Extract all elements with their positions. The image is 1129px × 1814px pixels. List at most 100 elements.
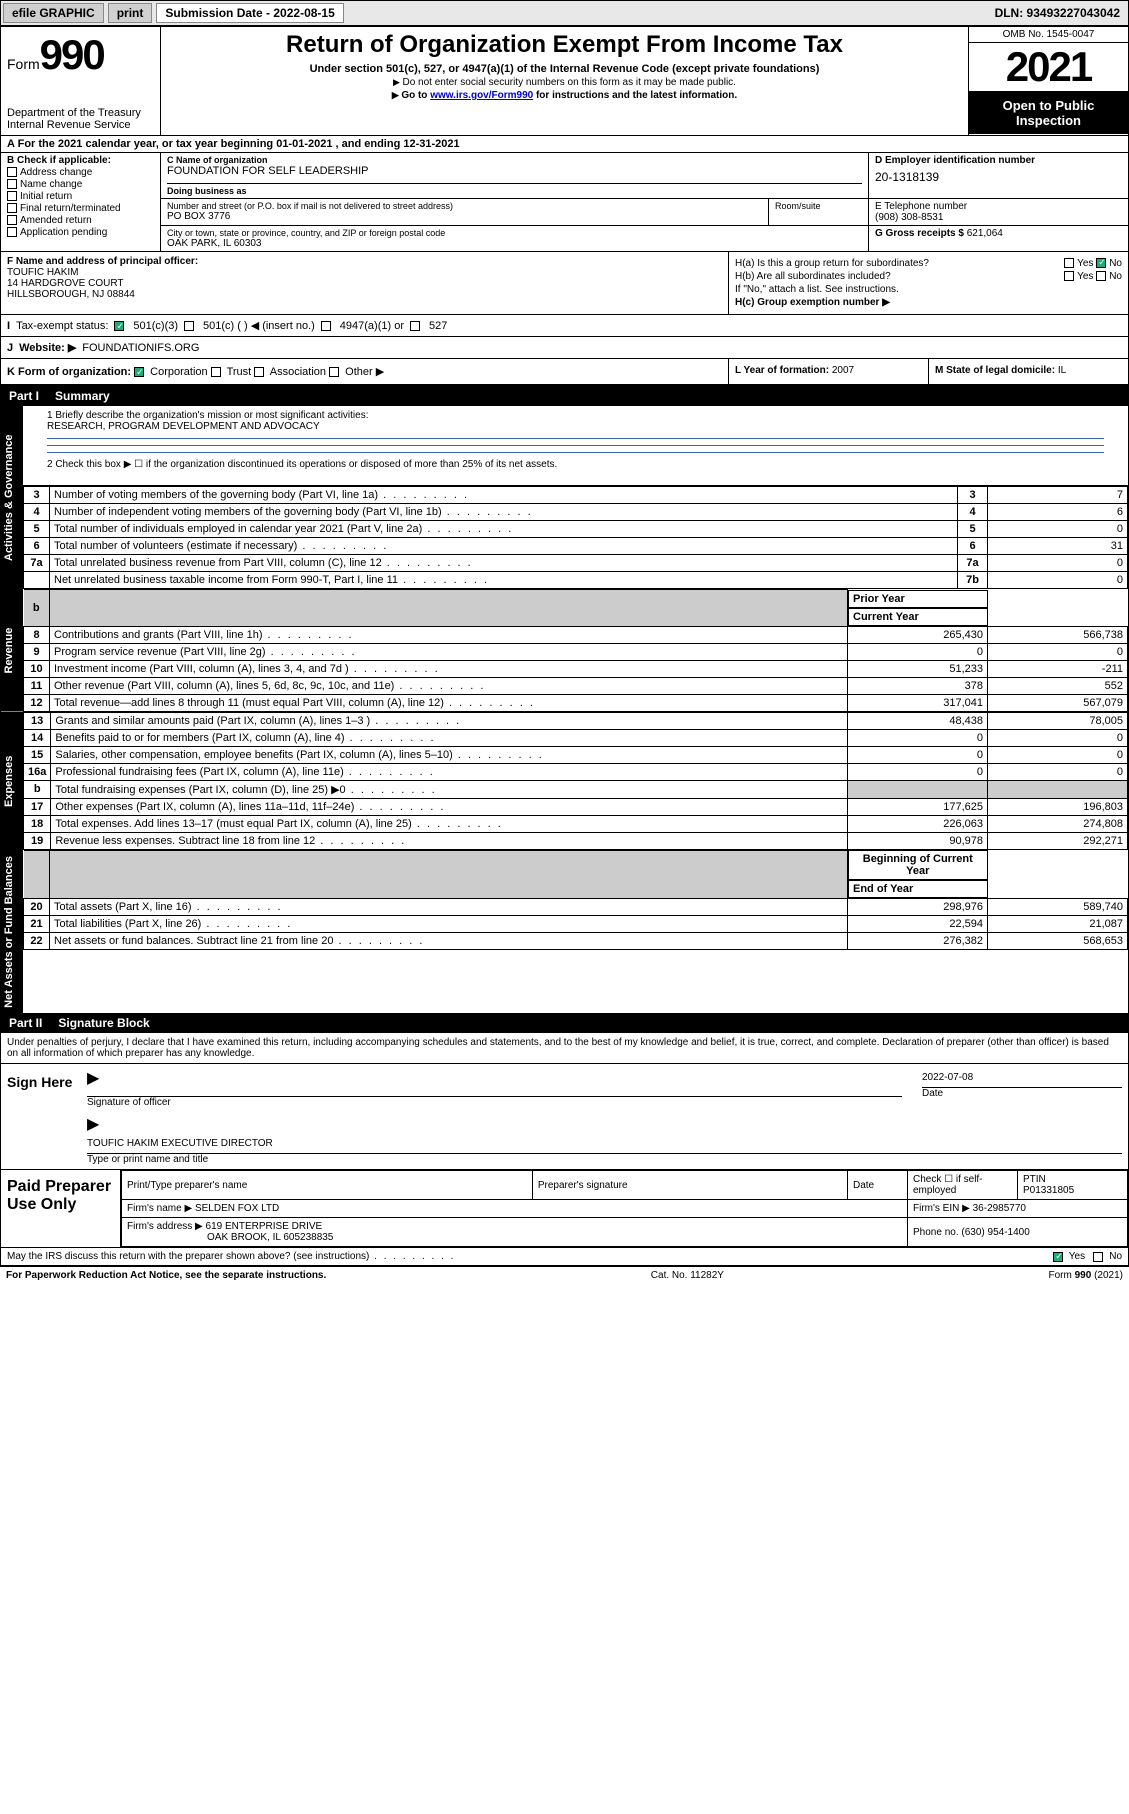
table-row: 15Salaries, other compensation, employee… xyxy=(24,746,1128,763)
irs-link[interactable]: www.irs.gov/Form990 xyxy=(430,90,533,101)
identity-block: B Check if applicable: Address change Na… xyxy=(1,153,1128,252)
h-b-note: If "No," attach a list. See instructions… xyxy=(735,284,1122,295)
chk-501c[interactable] xyxy=(184,321,194,331)
prep-name-hdr: Print/Type preparer's name xyxy=(122,1171,533,1200)
table-row: 18Total expenses. Add lines 13–17 (must … xyxy=(24,815,1128,832)
city-value: OAK PARK, IL 60303 xyxy=(167,238,862,249)
hdr-prior: Prior Year xyxy=(848,590,988,608)
hdr-begin: Beginning of Current Year xyxy=(848,850,988,880)
chk-final-return[interactable]: Final return/terminated xyxy=(7,203,154,214)
preparer-table: Print/Type preparer's name Preparer's si… xyxy=(121,1170,1128,1247)
chk-name-change[interactable]: Name change xyxy=(7,179,154,190)
box-e: E Telephone number (908) 308-8531 xyxy=(868,199,1128,225)
part1-title: Summary xyxy=(55,389,110,403)
sign-here-label: Sign Here xyxy=(1,1064,81,1169)
line-k: K Form of organization: Corporation Trus… xyxy=(1,359,728,384)
two-col-header: b Prior Year Current Year xyxy=(24,590,1128,627)
page-footer: For Paperwork Reduction Act Notice, see … xyxy=(0,1267,1129,1284)
org-name: FOUNDATION FOR SELF LEADERSHIP xyxy=(167,165,862,177)
table-row: 14Benefits paid to or for members (Part … xyxy=(24,729,1128,746)
line-l: L Year of formation: 2007 xyxy=(728,359,928,384)
l-value: 2007 xyxy=(832,365,854,376)
mission-block: 1 Briefly describe the organization's mi… xyxy=(23,406,1128,486)
chk-other[interactable] xyxy=(329,367,339,377)
table-row: 10Investment income (Part VIII, column (… xyxy=(24,660,1128,677)
box-b-title: B Check if applicable: xyxy=(7,155,154,166)
sign-here-row: Sign Here ▶ Signature of officer 2022-07… xyxy=(1,1064,1128,1170)
chk-application-pending[interactable]: Application pending xyxy=(7,227,154,238)
goto-post: for instructions and the latest informat… xyxy=(533,90,737,101)
form-header: Form990 Department of the Treasury Inter… xyxy=(1,27,1128,136)
table-row: bTotal fundraising expenses (Part IX, co… xyxy=(24,780,1128,798)
l-label: L Year of formation: xyxy=(735,365,829,376)
officer-signature-line[interactable] xyxy=(87,1088,902,1097)
officer-h-block: F Name and address of principal officer:… xyxy=(1,252,1128,315)
omb-number: OMB No. 1545-0047 xyxy=(969,27,1128,43)
may-discuss-row: May the IRS discuss this return with the… xyxy=(1,1248,1128,1266)
chk-4947[interactable] xyxy=(321,321,331,331)
open-inspection: Open to Public Inspection xyxy=(969,92,1128,134)
table-row: 9Program service revenue (Part VIII, lin… xyxy=(24,643,1128,660)
goto-pre: Go to xyxy=(401,90,430,101)
chk-501c3[interactable] xyxy=(114,321,124,331)
tab-netassets: Net Assets or Fund Balances xyxy=(1,850,23,1014)
h-b: H(b) Are all subordinates included? Yes … xyxy=(735,271,1122,282)
na-header: Beginning of Current Year End of Year xyxy=(24,850,1128,899)
phone-label: E Telephone number xyxy=(875,201,1122,212)
chk-527[interactable] xyxy=(410,321,420,331)
table-row: 13Grants and similar amounts paid (Part … xyxy=(24,712,1128,729)
header-mid: Return of Organization Exempt From Incom… xyxy=(161,27,968,135)
typed-label: Type or print name and title xyxy=(87,1154,1122,1165)
hdr-end: End of Year xyxy=(848,880,988,898)
mission-q: 1 Briefly describe the organization's mi… xyxy=(47,410,1104,421)
box-h: H(a) Is this a group return for subordin… xyxy=(728,252,1128,314)
expenses-table: 13Grants and similar amounts paid (Part … xyxy=(23,712,1128,850)
opt-501c: 501(c) ( ) ◀ (insert no.) xyxy=(203,319,315,332)
line-m: M State of legal domicile: IL xyxy=(928,359,1128,384)
chk-corporation[interactable] xyxy=(134,367,144,377)
table-row: 16aProfessional fundraising fees (Part I… xyxy=(24,763,1128,780)
summary-netassets: Net Assets or Fund Balances Beginning of… xyxy=(1,850,1128,1014)
prep-ptin-hdr: PTIN P01331805 xyxy=(1018,1171,1128,1200)
street-label: Number and street (or P.O. box if mail i… xyxy=(167,201,762,211)
form-word: Form xyxy=(7,56,40,72)
hdr-current: Current Year xyxy=(848,608,988,626)
sig-date-label: Date xyxy=(922,1088,1122,1099)
dba-label: Doing business as xyxy=(167,186,862,196)
firm-addr-cell: Firm's address ▶ 619 ENTERPRISE DRIVE OA… xyxy=(122,1218,908,1247)
m-label: M State of legal domicile: xyxy=(935,365,1055,376)
subtitle-1: Under section 501(c), 527, or 4947(a)(1)… xyxy=(169,63,960,75)
table-row: 4Number of independent voting members of… xyxy=(24,504,1128,521)
form-ref: Form 990 (2021) xyxy=(1049,1270,1124,1281)
chk-initial-return[interactable]: Initial return xyxy=(7,191,154,202)
website-label: Website: ▶ xyxy=(19,341,76,354)
netassets-table: Beginning of Current Year End of Year 20… xyxy=(23,850,1128,951)
chk-amended-return[interactable]: Amended return xyxy=(7,215,154,226)
city-label: City or town, state or province, country… xyxy=(167,228,862,238)
print-button[interactable]: print xyxy=(108,3,153,23)
part2-header: Part II Signature Block xyxy=(1,1013,1128,1033)
firm-phone: (630) 954-1400 xyxy=(961,1227,1029,1238)
box-b: B Check if applicable: Address change Na… xyxy=(1,153,161,251)
preparer-block: Paid Preparer Use Only Print/Type prepar… xyxy=(1,1170,1128,1248)
chk-association[interactable] xyxy=(254,367,264,377)
part1-header: Part I Summary xyxy=(1,386,1128,406)
sig-officer-label: Signature of officer xyxy=(87,1097,902,1108)
k-label: K Form of organization: xyxy=(7,366,131,378)
table-row: 21Total liabilities (Part X, line 26)22,… xyxy=(24,916,1128,933)
opt-501c3: 501(c)(3) xyxy=(133,320,178,332)
opt-other: Other ▶ xyxy=(345,366,384,378)
chk-address-change[interactable]: Address change xyxy=(7,167,154,178)
line-2: 2 Check this box ▶ ☐ if the organization… xyxy=(47,459,1104,470)
chk-trust[interactable] xyxy=(211,367,221,377)
table-row: 5Total number of individuals employed in… xyxy=(24,521,1128,538)
form-title: Return of Organization Exempt From Incom… xyxy=(169,31,960,59)
preparer-label: Paid Preparer Use Only xyxy=(1,1170,121,1247)
table-row: 19Revenue less expenses. Subtract line 1… xyxy=(24,832,1128,849)
prep-selfemp: Check ☐ if self-employed xyxy=(908,1171,1018,1200)
prep-ptin: P01331805 xyxy=(1023,1185,1122,1196)
opt-527: 527 xyxy=(429,320,447,332)
opt-assoc: Association xyxy=(270,366,326,378)
line-i: I Tax-exempt status: 501(c)(3) 501(c) ( … xyxy=(1,315,1128,337)
sig-arrow2-icon: ▶ xyxy=(87,1116,99,1133)
